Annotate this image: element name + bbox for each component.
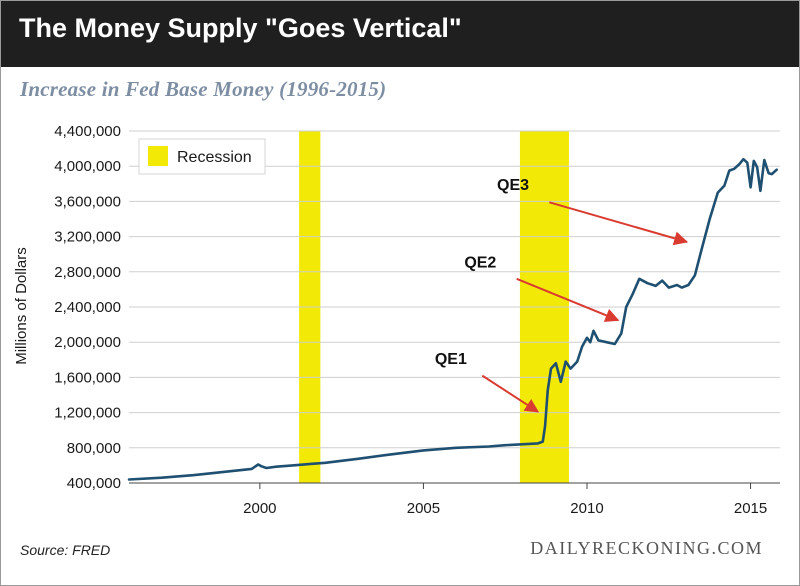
legend-swatch-recession — [148, 146, 168, 166]
y-tick-label: 2,800,000 — [54, 264, 121, 281]
qe1-label: QE1 — [435, 351, 467, 368]
qe1-arrow — [481, 374, 540, 413]
y-tick-label: 2,000,000 — [54, 334, 121, 351]
y-tick-label: 800,000 — [67, 440, 121, 457]
y-tick-label: 1,600,000 — [54, 369, 121, 386]
x-tick-label: 2015 — [734, 500, 767, 517]
y-tick-label: 1,200,000 — [54, 405, 121, 422]
legend-label-recession: Recession — [177, 149, 252, 166]
y-tick-label: 400,000 — [67, 475, 121, 492]
qe2-label: QE2 — [464, 254, 496, 271]
title-bar: The Money Supply "Goes Vertical" — [1, 1, 799, 67]
x-tick-label: 2010 — [570, 500, 603, 517]
y-tick-label: 2,400,000 — [54, 299, 121, 316]
x-tick-label: 2000 — [243, 500, 276, 517]
y-axis-label: Millions of Dollars — [13, 247, 30, 365]
source-note: Source: FRED — [20, 542, 111, 558]
credit-label: DAILYRECKONING.COM — [530, 538, 763, 558]
qe3-arrow — [549, 201, 689, 246]
x-tick-label: 2005 — [407, 500, 440, 517]
chart-title: The Money Supply "Goes Vertical" — [19, 13, 462, 43]
y-tick-label: 3,600,000 — [54, 193, 121, 210]
series-line-1 — [127, 157, 778, 481]
qe3-label: QE3 — [497, 177, 529, 194]
qe2-arrow — [516, 277, 620, 322]
y-tick-label: 3,200,000 — [54, 229, 121, 246]
y-tick-label: 4,400,000 — [54, 123, 121, 140]
y-tick-label: 4,000,000 — [54, 158, 121, 175]
chart-subtitle: Increase in Fed Base Money (1996-2015) — [20, 77, 387, 101]
legend: Recession — [138, 138, 266, 175]
